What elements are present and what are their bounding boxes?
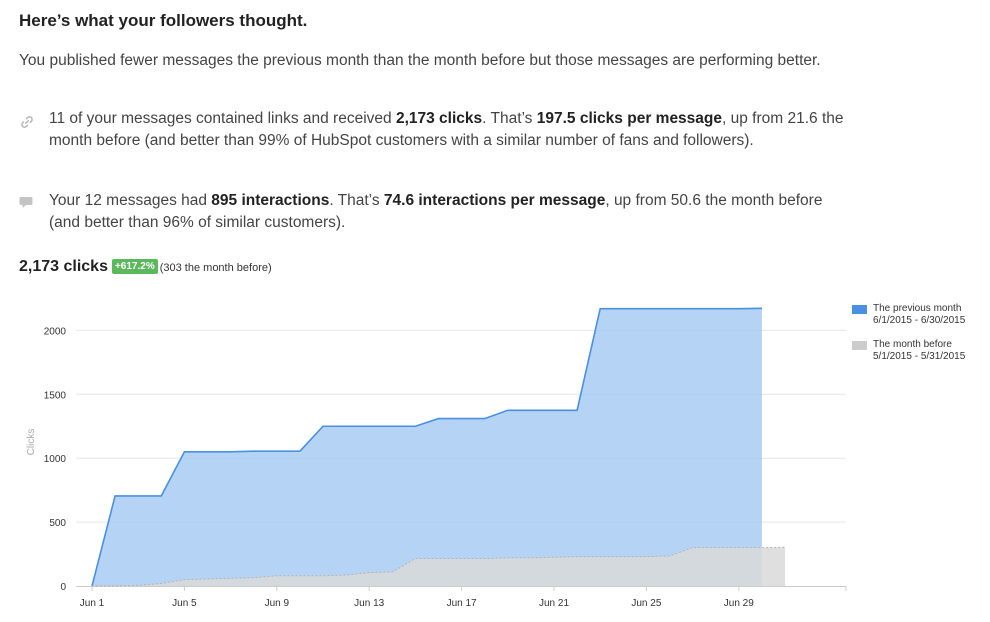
x-tick-label: Jun 9 xyxy=(265,598,290,609)
summary-intro: You published fewer messages the previou… xyxy=(19,52,821,69)
page-heading: Here’s what your followers thought. xyxy=(19,11,308,30)
x-tick-label: Jun 17 xyxy=(447,598,477,609)
previous-clicks-note: (303 the month before) xyxy=(159,262,272,274)
clicks-per-message-value: 197.5 clicks per message xyxy=(536,110,723,127)
clicks-summary: 2,173 clicks +617.2% (303 the month before… xyxy=(19,258,272,276)
y-tick-label: 2000 xyxy=(44,326,67,337)
interactions-stat-text: , up from 50.6 the month before (and bet… xyxy=(49,192,823,231)
interactions-value: 895 interactions xyxy=(211,192,330,209)
legend-series-name: The previous month xyxy=(873,303,962,314)
legend-series-range: 5/1/2015 - 5/31/2015 xyxy=(873,351,966,362)
links-clicks-value: 2,173 clicks xyxy=(395,110,483,127)
y-axis-label: Clicks xyxy=(26,429,37,456)
x-tick-label: Jun 21 xyxy=(539,598,569,609)
clicks-total: 2,173 clicks xyxy=(19,258,108,275)
x-tick-label: Jun 13 xyxy=(354,598,384,609)
change-badge: +617.2% xyxy=(111,259,158,274)
interactions-stat: Your 12 messages had 895 interactions. T… xyxy=(49,190,854,234)
x-tick-label: Jun 25 xyxy=(631,598,661,609)
previous-month-area xyxy=(92,308,762,586)
y-tick-label: 0 xyxy=(60,582,66,593)
x-tick-label: Jun 29 xyxy=(724,598,754,609)
links-stat-text: 11 of your messages contained links and … xyxy=(49,110,396,127)
interactions-per-message-value: 74.6 interactions per message xyxy=(383,192,606,209)
y-tick-label: 500 xyxy=(49,518,66,529)
previous-month-line xyxy=(91,307,762,587)
interactions-stat-text: . That’s xyxy=(329,192,384,209)
links-stat: 11 of your messages contained links and … xyxy=(49,108,854,152)
legend-swatch-month-before xyxy=(852,341,867,350)
legend-swatch-previous-month xyxy=(852,305,867,314)
interactions-stat-text: Your 12 messages had xyxy=(49,192,212,209)
x-tick-label: Jun 5 xyxy=(172,598,197,609)
month-before-line xyxy=(92,546,786,587)
link-icon xyxy=(19,114,35,135)
x-tick-label: Jun 1 xyxy=(80,598,105,609)
y-tick-label: 1000 xyxy=(44,454,67,465)
chat-bubble-icon xyxy=(19,196,35,215)
links-stat-text: , up from 21.6 the month before (and bet… xyxy=(49,110,844,149)
links-stat-text: . That’s xyxy=(482,110,537,127)
legend-series-name: The month before xyxy=(873,339,952,350)
y-tick-label: 1500 xyxy=(44,390,67,401)
legend-series-range: 6/1/2015 - 6/30/2015 xyxy=(873,315,966,326)
